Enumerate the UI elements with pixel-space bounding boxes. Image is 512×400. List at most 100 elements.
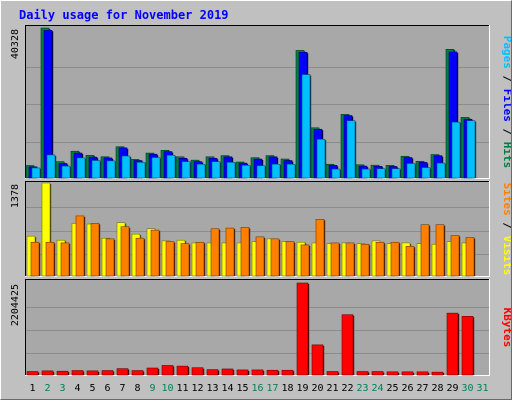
bar-shadow — [204, 243, 206, 276]
bar-kbytes-day-23: KBytes 23: 110000 — [356, 371, 369, 376]
bar-shadow — [280, 165, 282, 178]
bar-shadow — [50, 184, 52, 276]
bar-sites-day-2: Sites 2: 500 — [45, 241, 55, 277]
panel-kbytes: KBytes 1: 110000KBytes 2: 130000KBytes 3… — [10, 279, 512, 376]
xtick-day-15: 15 — [236, 383, 248, 394]
bar-sites-day-23: Sites 23: 470 — [360, 243, 370, 277]
bar-shadow — [40, 168, 42, 178]
bar-shadow — [340, 170, 342, 178]
bar-pages-day-8: Pages 8: 4200 — [136, 162, 146, 179]
bar-shadow — [159, 231, 161, 276]
bar-sites-day-16: Sites 16: 580 — [255, 236, 265, 277]
bar-shadow — [308, 284, 310, 375]
xtick-day-23: 23 — [356, 383, 368, 394]
bar-shadow — [445, 164, 447, 178]
xtick-day-13: 13 — [206, 383, 218, 394]
chart-title: Daily usage for November 2019 — [19, 8, 229, 22]
bar-kbytes-day-1: KBytes 1: 110000 — [26, 371, 39, 376]
bar-kbytes-day-17: KBytes 17: 150000 — [266, 369, 279, 376]
bar-shadow — [158, 369, 160, 375]
bar-sites-day-29: Sites 29: 600 — [450, 235, 460, 277]
xtick-day-22: 22 — [341, 383, 353, 394]
bar-sites-day-28: Sites 28: 760 — [435, 224, 445, 277]
x-axis-day-labels: 1 2 3 4 5 6 7 8 9 10 11 12 13 14 15 16 17 18 19 20 21 22 23 24 2… — [29, 383, 488, 394]
bar-shadow — [459, 236, 461, 276]
bar-shadow — [52, 31, 54, 178]
bar-pages-day-28: Pages 28: 4000 — [436, 162, 446, 179]
bar-sites-day-7: Sites 7: 730 — [120, 226, 130, 277]
bar-pages-day-15: Pages 15: 3400 — [241, 165, 251, 179]
bar-pages-day-14: Pages 14: 4200 — [226, 162, 236, 179]
xtick-day-31: 31 — [476, 383, 488, 394]
bar-kbytes-day-29: KBytes 29: 1950000 — [446, 312, 459, 376]
bar-sites-day-13: Sites 13: 700 — [210, 228, 220, 277]
bar-sites-day-25: Sites 25: 500 — [390, 241, 400, 277]
bar-shadow — [249, 228, 251, 276]
bar-pages-day-29: Pages 29: 15000 — [451, 121, 461, 179]
bar-kbytes-day-22: KBytes 22: 1900000 — [341, 314, 354, 376]
series-label-part: KBytes — [501, 308, 512, 348]
xtick-day-4: 4 — [74, 383, 80, 394]
xtick-day-19: 19 — [296, 383, 308, 394]
bar-shadow — [69, 243, 71, 276]
ytick-label-kbytes: 2204425 — [10, 284, 21, 326]
bar-shadow — [84, 216, 86, 276]
xtick-day-29: 29 — [446, 383, 458, 394]
bar-shadow — [413, 372, 415, 375]
bar-shadow — [233, 369, 235, 375]
bar-shadow — [173, 366, 175, 375]
xtick-day-8: 8 — [134, 383, 140, 394]
xtick-day-2: 2 — [44, 383, 50, 394]
bar-shadow — [294, 242, 296, 276]
bar-shadow — [100, 161, 102, 178]
series-label-hits: Pages / Files / Hits — [501, 36, 512, 169]
bar-shadow — [115, 161, 117, 178]
bar-shadow — [474, 238, 476, 276]
bar-sites-day-21: Sites 21: 490 — [330, 242, 340, 277]
bar-shadow — [203, 368, 205, 375]
panel-hits: Hits 1: 3350Files 1: 3000Pages 1: 2700Hi… — [10, 25, 512, 179]
bar-shadow — [114, 239, 116, 276]
bar-pages-day-9: Pages 9: 5500 — [151, 157, 161, 179]
bar-shadow — [113, 371, 115, 375]
bar-shadow — [128, 369, 130, 375]
bar-kbytes-day-8: KBytes 8: 140000 — [131, 370, 144, 376]
bar-pages-day-1: Pages 1: 2700 — [31, 167, 41, 179]
xtick-day-1: 1 — [29, 383, 35, 394]
bar-kbytes-day-16: KBytes 16: 160000 — [251, 369, 264, 376]
bar-kbytes-day-14: KBytes 14: 190000 — [221, 368, 234, 376]
bar-kbytes-day-12: KBytes 12: 230000 — [191, 367, 204, 376]
bar-shadow — [234, 229, 236, 276]
bar-shadow — [130, 157, 132, 178]
bar-shadow — [355, 121, 357, 178]
bar-shadow — [369, 245, 371, 276]
xtick-day-7: 7 — [119, 383, 125, 394]
bar-sites-day-27: Sites 27: 760 — [420, 224, 430, 277]
bar-pages-day-17: Pages 17: 3700 — [271, 163, 281, 179]
bar-pages-day-22: Pages 22: 15400 — [346, 120, 356, 179]
chart-panels: Hits 1: 3350Files 1: 3000Pages 1: 2700Hi… — [10, 25, 512, 376]
bar-shadow — [190, 162, 192, 178]
bar-shadow — [83, 371, 85, 375]
bar-kbytes-day-11: KBytes 11: 280000 — [176, 365, 189, 376]
bar-pages-day-12: Pages 12: 3700 — [196, 163, 206, 179]
bar-shadow — [398, 372, 400, 375]
bar-sites-day-30: Sites 30: 570 — [465, 237, 475, 277]
bar-kbytes-day-2: KBytes 2: 130000 — [41, 370, 54, 376]
bar-pages-day-21: Pages 21: 2400 — [331, 168, 341, 179]
xtick-day-14: 14 — [221, 383, 233, 394]
series-label-visits: Sites / Visits — [501, 183, 512, 276]
bar-kbytes-day-28: KBytes 28: 90000 — [431, 371, 444, 376]
xtick-day-3: 3 — [59, 383, 65, 394]
xtick-day-26: 26 — [401, 383, 413, 394]
bar-pages-day-26: Pages 26: 3900 — [406, 163, 416, 179]
series-label-part: Pages — [501, 36, 512, 69]
bar-kbytes-day-26: KBytes 26: 100000 — [401, 371, 414, 376]
bar-shadow — [248, 370, 250, 375]
bar-shadow — [309, 245, 311, 276]
bar-shadow — [218, 370, 220, 375]
series-label-part: / — [501, 216, 512, 236]
bar-kbytes-day-4: KBytes 4: 140000 — [71, 370, 84, 376]
